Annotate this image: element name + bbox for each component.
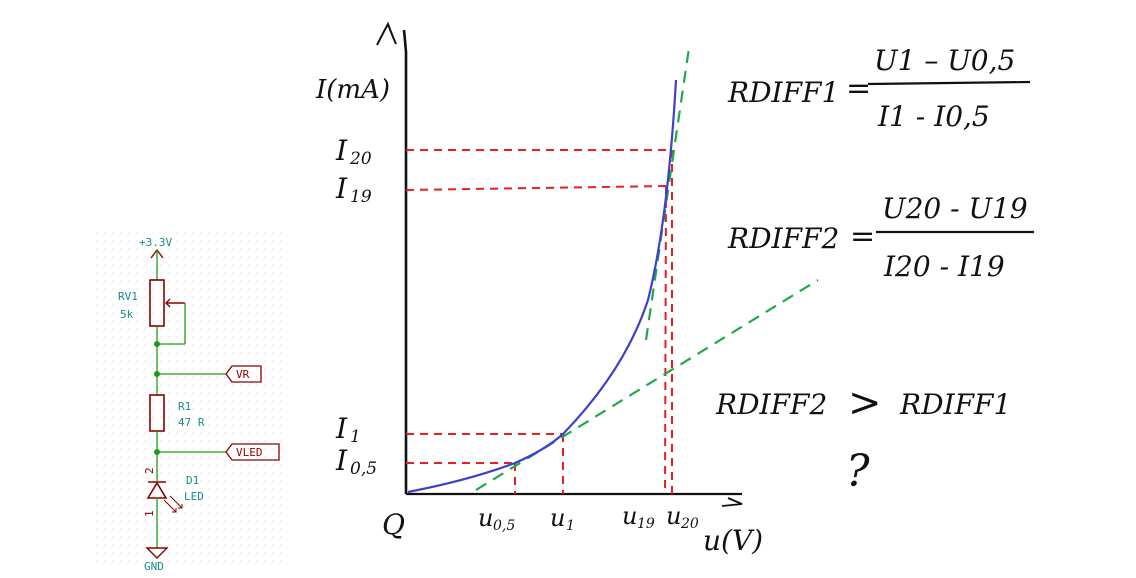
rdiff1-fraction-bar: [867, 80, 1031, 86]
comparison-left: RDIFF2: [715, 388, 827, 421]
supply-label: +3.3V: [139, 236, 172, 249]
x-tick-sub: 19: [637, 516, 655, 532]
x-tick-u20: u 20: [666, 502, 699, 532]
y-axis: [402, 29, 408, 494]
y-tick-sub: 20: [349, 149, 372, 169]
y-axis-label: I(mA): [315, 75, 390, 105]
rdiff2-numerator: U20 - U19: [882, 192, 1028, 225]
iv-graph: I(mA) u(V) Q I 20 I 19: [315, 21, 819, 557]
origin-label: Q: [382, 508, 405, 541]
comparison-right: RDIFF1: [899, 388, 1011, 421]
question-mark: ?: [846, 446, 870, 497]
y-tick-main: I: [335, 412, 348, 445]
equation-rdiff1: RDIFF1 = U1 – U0,5 I1 - I0,5: [727, 44, 1031, 133]
projection-u19: [664, 185, 667, 495]
x-tick-sub: 20: [680, 516, 699, 532]
y-tick-sub: 19: [350, 187, 372, 207]
x-tick-sub: 0,5: [493, 518, 515, 534]
x-tick-main: u: [550, 504, 565, 532]
vr-label-flag: [225, 365, 262, 383]
y-tick-i05: I 0,5: [335, 444, 377, 479]
y-tick-i20: I 20: [335, 134, 372, 169]
rdiff1-equals: =: [846, 71, 871, 106]
vr-label: VR: [236, 368, 250, 381]
x-tick-u19: u 19: [622, 502, 655, 532]
x-tick-main: u: [622, 502, 637, 530]
led-light-arrow-icon: [163, 495, 183, 513]
tangent-lines: [475, 47, 819, 491]
vled-label-flag: [225, 443, 280, 461]
x-axis-arrow-icon: [721, 497, 743, 507]
rv1-ref: RV1: [118, 290, 138, 303]
comparison: RDIFF2 > RDIFF1 ?: [715, 380, 1011, 497]
x-axis-label: u(V): [703, 524, 763, 557]
d1-ref: D1: [186, 474, 199, 487]
rdiff1-numerator: U1 – U0,5: [874, 44, 1015, 77]
x-tick-main: u: [666, 502, 681, 530]
projection-lines: [405, 149, 673, 495]
d1-value: LED: [184, 490, 204, 503]
vled-label: VLED: [236, 446, 263, 459]
schematic-grid: [90, 228, 285, 568]
gnd-symbol-icon: [145, 547, 169, 559]
rdiff2-lhs: RDIFF2: [727, 222, 839, 255]
junction-dot: [154, 341, 160, 347]
y-tick-main: I: [335, 172, 348, 205]
y-tick-sub: 0,5: [350, 459, 377, 479]
rdiff2-denominator: I20 - I19: [883, 250, 1005, 283]
d1-pin1: 1: [143, 510, 156, 517]
y-tick-i1: I 1: [335, 412, 361, 447]
r1-ref: R1: [178, 400, 191, 413]
rdiff2-equals: =: [850, 219, 875, 254]
equation-rdiff2: RDIFF2 = U20 - U19 I20 - I19: [727, 192, 1034, 283]
y-tick-main: I: [335, 444, 348, 477]
rv1-wiper-arrow-icon: [165, 298, 185, 308]
diode-iv-curve: [407, 79, 678, 494]
x-tick-main: u: [478, 504, 493, 532]
x-tick-u05: u 0,5: [478, 504, 515, 534]
d1-pin2: 2: [143, 467, 156, 474]
gnd-label: GND: [144, 560, 164, 573]
y-tick-sub: 1: [350, 427, 361, 447]
rv1-value: 5k: [120, 308, 134, 321]
r1-value: 47 R: [178, 416, 205, 429]
x-tick-u1: u 1: [550, 504, 575, 534]
rdiff1-lhs: RDIFF1: [727, 76, 839, 109]
schematic: +3.3V RV1 5k VR R1 47 R VLED 2 1: [90, 228, 285, 573]
comparison-operator: >: [848, 380, 882, 426]
projection-i19: [405, 185, 669, 191]
tangent-high-current: [644, 47, 691, 341]
x-tick-sub: 1: [566, 518, 575, 534]
rdiff1-denominator: I1 - I0,5: [877, 100, 990, 133]
y-tick-main: I: [335, 134, 348, 167]
y-axis-arrow-icon: [376, 21, 397, 46]
y-tick-i19: I 19: [335, 172, 372, 207]
